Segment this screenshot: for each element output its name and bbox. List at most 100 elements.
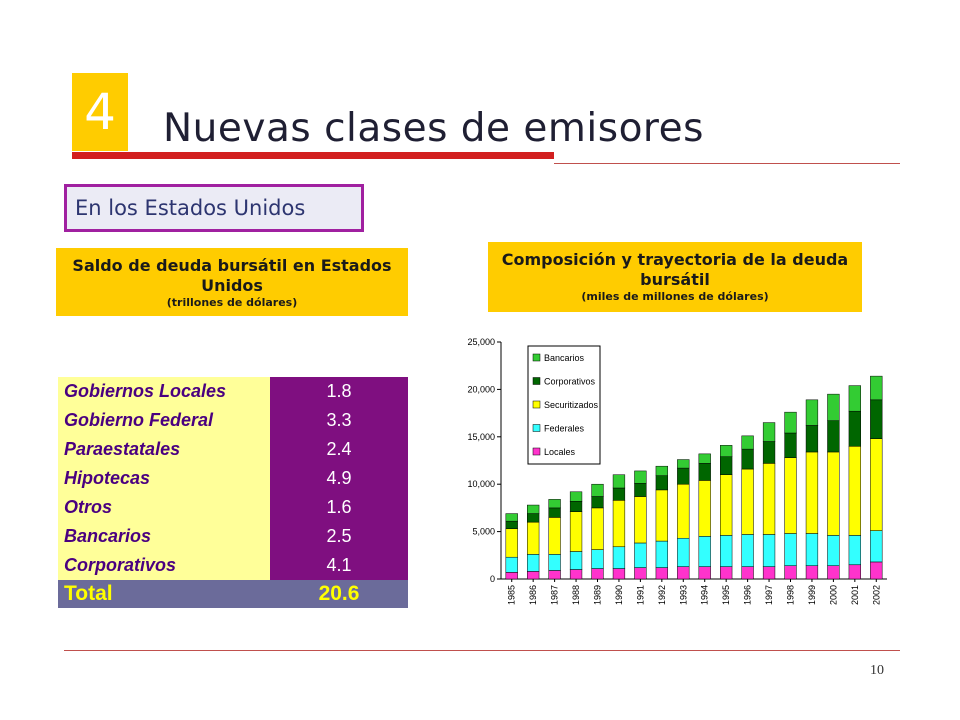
legend-swatch [532, 424, 541, 432]
bar-segment-corporativos [569, 501, 583, 512]
bar-segment-bancarios [827, 393, 840, 421]
table-row: Gobierno Federal 3.3 [58, 406, 408, 435]
bar-segment-federales [634, 542, 647, 568]
x-tick-label: 2001 [850, 585, 860, 605]
x-tick-label: 1988 [571, 585, 581, 605]
bar-segment-federales [827, 535, 840, 566]
total-label: Total [58, 580, 270, 608]
bar-segment-bancarios [677, 459, 690, 469]
slide-title: Nuevas clases de emisores [163, 106, 704, 151]
row-label: Paraestatales [58, 435, 270, 464]
table-row: Bancarios 2.5 [58, 522, 408, 551]
legend-label: Federales [544, 424, 585, 434]
bar-segment-corporativos [698, 463, 711, 481]
bar-segment-locales [805, 565, 819, 580]
slide-number-badge: 4 [72, 73, 128, 151]
bar-segment-federales [505, 556, 518, 573]
bar-segment-securitizados [677, 483, 690, 539]
bar-segment-securitizados [784, 457, 797, 534]
y-tick-label: 20,000 [467, 384, 495, 394]
x-tick-label: 2002 [871, 585, 881, 605]
bar-segment-bancarios [548, 499, 561, 509]
x-tick-label: 1993 [678, 585, 688, 605]
x-tick-label: 1999 [807, 585, 817, 605]
bar-segment-bancarios [870, 375, 883, 401]
bar-segment-locales [655, 567, 668, 580]
bar-segment-federales [848, 535, 861, 566]
bar-segment-corporativos [505, 520, 518, 530]
bar-segment-securitizados [548, 517, 561, 555]
bar-segment-federales [870, 530, 883, 563]
bar-segment-securitizados [741, 468, 754, 535]
row-label: Hipotecas [58, 464, 270, 493]
row-value: 1.6 [270, 493, 408, 522]
bar-segment-bancarios [784, 411, 797, 434]
bar-segment-federales [741, 534, 754, 567]
bar-segment-federales [677, 537, 690, 567]
bar-segment-federales [720, 535, 733, 567]
bar-segment-securitizados [527, 521, 540, 555]
table-row: Hipotecas 4.9 [58, 464, 408, 493]
bar-segment-locales [762, 566, 776, 580]
bar-segment-corporativos [591, 496, 604, 509]
x-tick-label: 1990 [614, 585, 624, 605]
x-tick-label: 1996 [743, 585, 753, 605]
total-value: 20.6 [270, 580, 408, 608]
x-tick-label: 1986 [528, 585, 538, 605]
row-label: Otros [58, 493, 270, 522]
bar-segment-securitizados [827, 451, 840, 536]
y-tick-label: 10,000 [467, 479, 495, 489]
chart-svg: 0 5,000 10,000 15,000 20,000 25,000 1985 1986 19… [467, 337, 887, 605]
bar-segment-bancarios [655, 465, 668, 476]
bar-segment-securitizados [505, 528, 518, 558]
bar-segment-corporativos [612, 487, 626, 501]
total-row: Total 20.6 [58, 580, 408, 608]
bar-segment-corporativos [548, 507, 561, 518]
bar-segment-federales [612, 546, 626, 569]
bar-segment-locales [612, 568, 626, 580]
legend-swatch [532, 447, 541, 456]
subtitle-box: En los Estados Unidos [64, 184, 364, 232]
bar-segment-securitizados [698, 480, 711, 537]
bar-segment-corporativos [720, 456, 733, 475]
bar-segment-securitizados [591, 507, 604, 550]
table-row: Gobiernos Locales 1.8 [58, 377, 408, 406]
bar-segment-securitizados [762, 463, 776, 535]
bar-segment-corporativos [762, 441, 776, 464]
row-value: 4.9 [270, 464, 408, 493]
bar-segment-bancarios [698, 453, 711, 464]
bar-segment-securitizados [612, 500, 626, 548]
bar-segment-locales [548, 570, 561, 580]
bar-segment-securitizados [655, 489, 668, 542]
x-tick-label: 1992 [657, 585, 667, 605]
bar-segment-locales [677, 566, 690, 580]
row-label: Gobiernos Locales [58, 377, 270, 406]
y-tick-label: 25,000 [467, 337, 495, 347]
table-row: Otros 1.6 [58, 493, 408, 522]
bar-segment-bancarios [527, 504, 540, 514]
y-tick-label: 0 [490, 574, 495, 584]
bar-segment-bancarios [720, 445, 733, 457]
y-tick-label: 15,000 [467, 432, 495, 442]
bar-segment-corporativos [677, 467, 690, 485]
bar-segment-locales [870, 561, 883, 580]
bar-segment-corporativos [527, 513, 540, 523]
bar-segment-federales [591, 549, 604, 569]
x-tick-label: 1991 [635, 585, 645, 605]
bar-segment-securitizados [805, 451, 819, 534]
bar-segment-bancarios [805, 399, 819, 426]
bar-segment-locales [634, 567, 647, 580]
bar-segment-securitizados [634, 496, 647, 544]
legend-label: Locales [544, 447, 576, 457]
legend-label: Bancarios [544, 353, 585, 363]
bar-segment-locales [848, 564, 861, 580]
right-panel-title: Composición y trayectoria de la deuda bu… [501, 250, 849, 289]
bar-segment-federales [698, 536, 711, 567]
bar-segment-locales [569, 569, 583, 580]
bar-segment-corporativos [784, 432, 797, 458]
row-label: Corporativos [58, 551, 270, 580]
bar-segment-corporativos [741, 448, 754, 470]
row-value: 4.1 [270, 551, 408, 580]
x-tick-label: 1998 [786, 585, 796, 605]
title-underline-bar [72, 152, 554, 159]
